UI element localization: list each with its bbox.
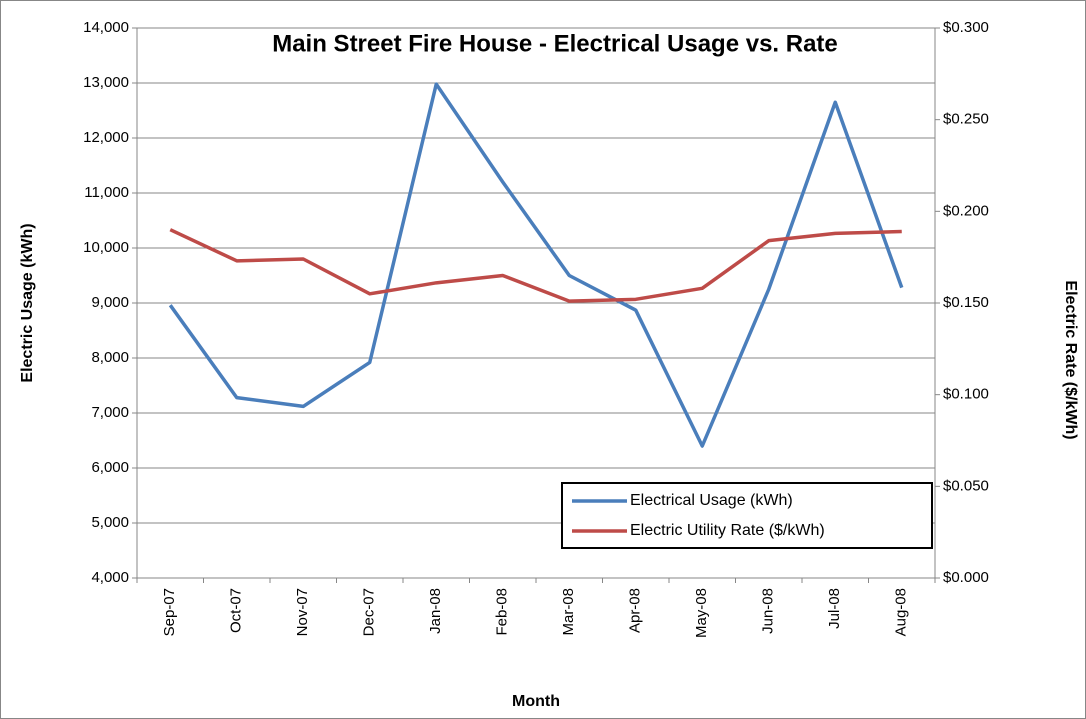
x-axis-title: Month [512,693,560,710]
x-tick-label: Jun-08 [760,588,777,634]
y-tick-label: 9,000 [91,294,129,311]
y-tick-label: 7,000 [91,404,129,421]
y-tick-label: 14,000 [83,19,129,36]
x-tick-label: Sep-07 [161,588,178,636]
x-tick-label: Jul-08 [826,588,843,629]
y2-tick-label: $0.050 [943,477,989,494]
y2-tick-label: $0.100 [943,386,989,403]
y2-tick-label: $0.300 [943,19,989,36]
x-tick-label: May-08 [693,588,710,638]
y-tick-label: 13,000 [83,74,129,91]
x-tick-label: Jan-08 [427,588,444,634]
legend: Electrical Usage (kWh) Electric Utility R… [561,482,933,549]
y-tick-label: 4,000 [91,569,129,586]
legend-box [561,482,933,549]
y-tick-label: 12,000 [83,129,129,146]
x-tick-label: Apr-08 [627,588,644,633]
x-tick-label: Aug-08 [893,588,910,636]
x-tick-label: Dec-07 [361,588,378,636]
y2-tick-label: $0.250 [943,111,989,128]
y-tick-label: 11,000 [84,184,129,201]
x-tick-label: Feb-08 [494,588,511,636]
legend-label: Electrical Usage (kWh) [630,492,793,509]
legend-label: Electric Utility Rate ($/kWh) [630,522,825,539]
y-tick-label: 10,000 [83,239,129,256]
y-tick-label: 8,000 [91,349,129,366]
y-tick-label: 5,000 [91,514,129,531]
y-axis-title: Electric Usage (kWh) [19,223,36,382]
y2-tick-label: $0.000 [943,569,989,586]
y2-tick-label: $0.150 [943,294,989,311]
x-tick-label: Mar-08 [560,588,577,636]
series-line [169,228,902,303]
x-tick-label: Oct-07 [228,588,245,633]
series-line [168,82,904,448]
y2-axis-title: Electric Rate ($/kWh) [1062,280,1079,439]
y2-tick-label: $0.200 [943,202,989,219]
y-tick-label: 6,000 [91,459,129,476]
chart-title: Main Street Fire House - Electrical Usag… [272,30,838,57]
x-tick-label: Nov-07 [294,588,311,636]
